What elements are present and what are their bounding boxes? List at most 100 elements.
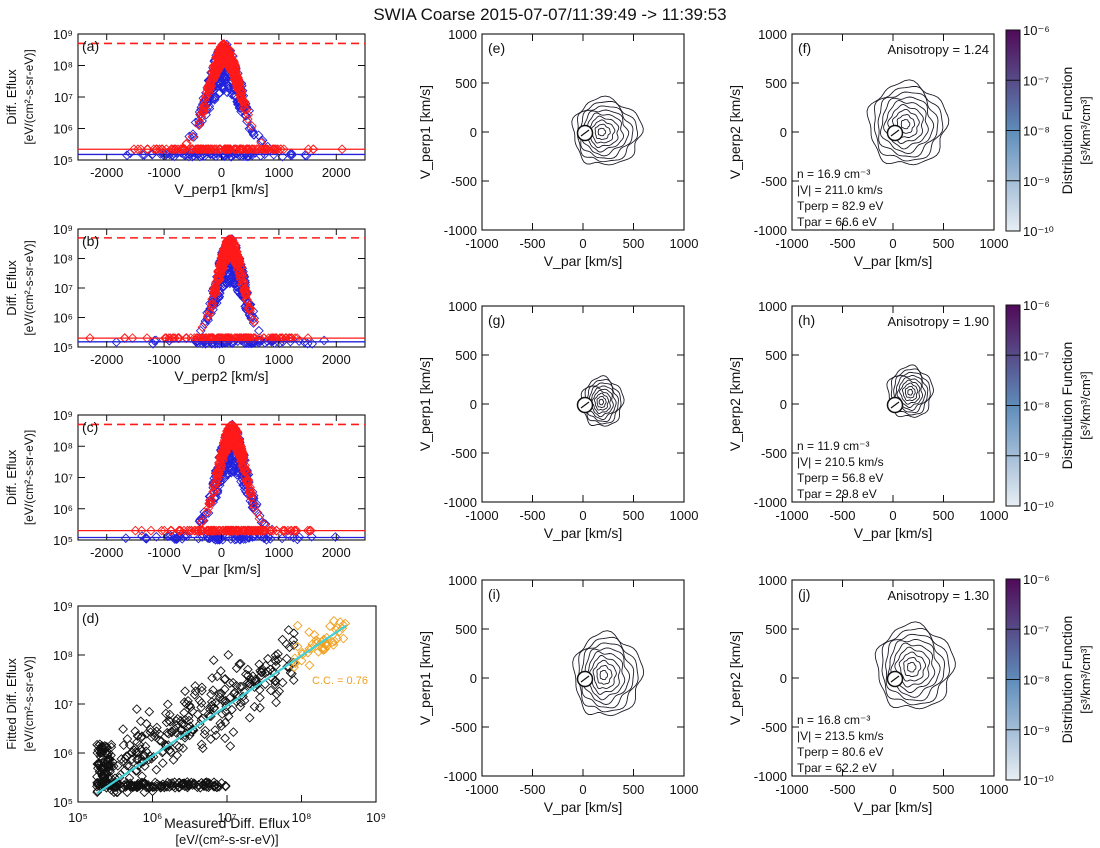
x-tick-label: 0 [218,352,225,367]
y-tick-label: 0 [780,397,787,412]
contour-level [596,665,613,685]
x-tick-label: 500 [623,508,645,523]
fitted-point [223,423,234,434]
fitted-point [272,144,283,155]
fitted-point [226,62,237,73]
measured-point [120,533,131,544]
highlight-point [304,660,315,671]
y-tick-label: 10⁵ [53,153,73,168]
fitted-point [201,144,212,155]
x-tick-label: 1000 [980,782,1009,797]
x-tick-label: 10⁸ [292,810,312,825]
panel-label: (e) [488,40,505,56]
fitted-point [210,62,221,72]
scatter-point [99,772,110,783]
fitted-point [205,498,216,508]
scatter-point [216,778,227,788]
contour-level [885,633,946,702]
measured-point [188,132,199,142]
fitted-point [213,333,224,343]
colorbar-tick-label: 10⁻⁶ [1023,572,1050,587]
colorbar-tick-label: 10⁻⁹ [1023,174,1050,189]
fitted-point [151,144,162,155]
x-tick-label: 2000 [322,352,351,367]
fitted-point [278,525,288,536]
measured-point [244,123,255,134]
scatter-point [92,787,103,798]
y-tick-label: 10⁸ [53,252,73,267]
fitted-point [206,75,217,86]
y-tick-label: 0 [780,125,787,140]
fitted-point [241,295,252,305]
contour-level [877,91,939,158]
contour-level [571,95,644,166]
fitted-point [173,333,184,343]
scatter-point [188,778,199,788]
y-tick-label: 10⁷ [54,697,73,712]
fitted-point [228,252,239,262]
y-axis-label: V_perp1 [km/s] [417,85,433,179]
scatter-point [283,625,294,635]
y-axis-label: V_perp2 [km/s] [727,631,743,725]
scatter-point [161,717,172,728]
fitted-point [337,144,347,155]
scatter-point [94,759,105,770]
scatter-point [162,699,173,710]
fitted-point [254,513,265,524]
y-axis-label: Fitted Diff. Eflux [4,658,19,750]
fitted-point [205,525,216,536]
highlight-point [292,620,303,631]
fitted-point [136,525,147,536]
y-tick-label: 500 [455,76,477,91]
figure-title: SWIA Coarse 2015-07-07/11:39:49 -> 11:39… [373,5,726,24]
scatter-point [219,684,230,695]
colorbar-tick-label: 10⁻⁹ [1023,449,1050,464]
x-tick-label: 0 [889,236,896,251]
tperp-label: Tperp = 80.6 eV [797,745,883,759]
y-tick-label: 500 [765,348,787,363]
colorbar [1005,304,1021,507]
fitted-point [215,460,226,470]
contour-level [594,392,610,411]
fitted-point [248,314,258,325]
scatter-point [140,741,151,752]
tperp-label: Tperp = 56.8 eV [797,471,883,485]
scatter-point [164,745,175,755]
fitted-point [222,241,233,252]
y-tick-label: -1000 [754,769,787,784]
fitted-point [268,525,279,536]
x-axis-label: V_par [km/s] [854,253,933,269]
x-tick-label: 1000 [670,236,699,251]
scatter-point [277,634,288,645]
colorbar-tick-label: 10⁻⁹ [1023,723,1050,738]
scatter-point [154,735,165,746]
x-tick-label: 1000 [670,782,699,797]
x-axis-label: V_par [km/s] [544,525,623,541]
measured-point [254,325,264,336]
fitted-point [222,441,233,452]
measured-point [286,148,297,159]
x-tick-label: 10⁵ [68,810,88,825]
tperp-label: Tperp = 82.9 eV [797,199,883,213]
contour-level [879,96,935,155]
scatter-point [245,673,255,684]
scatter-point [155,782,166,793]
scatter-point [109,787,119,798]
measured-point [217,282,228,293]
contour-level [866,79,950,166]
x-tick-label: 1000 [264,352,293,367]
scatter-point [131,748,142,758]
fitted-point [222,525,233,536]
x-tick-label: 1000 [980,508,1009,523]
fitted-point [230,144,241,155]
panel-label: (h) [798,312,815,328]
x-tick-label: -500 [519,508,545,523]
fitted-point [197,322,208,333]
scatter-point [223,650,234,660]
fitted-point [249,333,260,343]
scatter-point [208,685,218,696]
scatter-point [183,696,193,706]
scatter-point [214,689,225,699]
y-tick-label: 1000 [758,27,787,42]
scatter-point [220,780,231,791]
